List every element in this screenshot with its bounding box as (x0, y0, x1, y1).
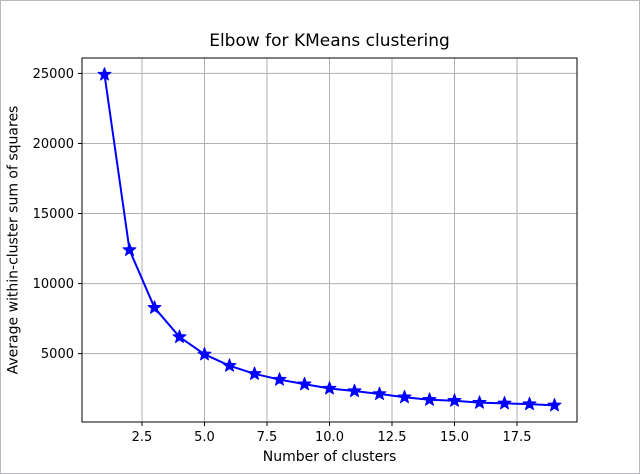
data-point-marker (97, 67, 112, 81)
data-point-marker (497, 396, 512, 410)
y-axis-label: Average within-cluster sum of squares (5, 105, 22, 375)
data-point-marker (397, 389, 412, 404)
data-point-marker (547, 398, 562, 412)
data-point-marker (447, 393, 462, 407)
data-point-marker (347, 383, 362, 398)
y-tick-label: 5000 (41, 347, 74, 362)
data-point-marker (522, 396, 537, 411)
x-tick-label: 10.0 (315, 430, 344, 445)
data-point-marker (372, 386, 387, 400)
x-tick-label: 2.5 (132, 430, 153, 445)
x-tick-label: 7.5 (257, 430, 278, 445)
x-tick-label: 12.5 (378, 430, 407, 445)
data-point-marker (172, 329, 187, 343)
data-point-marker (122, 242, 137, 256)
data-point-marker (272, 372, 287, 386)
x-tick-label: 17.5 (503, 430, 532, 445)
y-tick-label: 15000 (33, 207, 74, 222)
y-tick-label: 10000 (33, 277, 74, 292)
data-point-marker (247, 366, 262, 380)
chart-title: Elbow for KMeans clustering (209, 31, 450, 51)
y-tick-label: 20000 (33, 137, 74, 152)
x-tick-label: 5.0 (194, 430, 215, 445)
x-axis-label: Number of clusters (262, 449, 397, 465)
data-point-marker (147, 300, 162, 314)
data-point-marker (222, 358, 237, 372)
data-point-marker (472, 395, 487, 409)
data-point-marker (422, 392, 437, 406)
data-point-marker (322, 381, 337, 395)
y-tick-label: 25000 (33, 67, 74, 82)
x-tick-label: 15.0 (440, 430, 469, 445)
data-point-marker (197, 347, 212, 361)
data-point-marker (297, 376, 312, 391)
